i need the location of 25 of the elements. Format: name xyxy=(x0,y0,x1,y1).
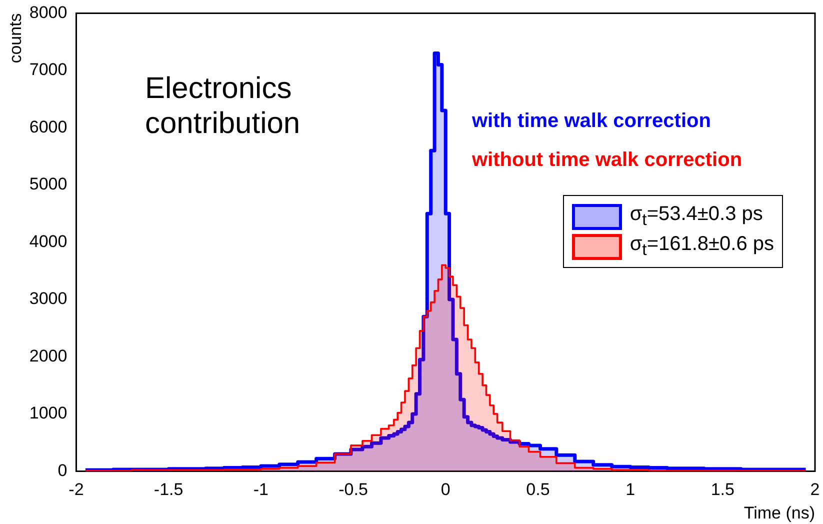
x-tick-label: -2 xyxy=(68,480,84,500)
y-tick-label: 0 xyxy=(58,460,68,480)
y-tick-label: 2000 xyxy=(29,346,68,366)
y-tick-label: 7000 xyxy=(29,60,68,80)
y-tick-label: 5000 xyxy=(29,174,68,194)
y-tick-label: 6000 xyxy=(29,117,68,136)
x-tick-label: 0.5 xyxy=(526,480,550,500)
y-axis-title: counts xyxy=(6,13,25,64)
annotation: without time walk correction xyxy=(472,149,742,172)
x-tick-label: 1 xyxy=(626,480,636,500)
annotation: with time walk correction xyxy=(472,110,711,133)
y-tick-label: 8000 xyxy=(29,2,68,22)
x-tick-label: -1.5 xyxy=(154,480,184,500)
x-tick-label: 0 xyxy=(440,480,450,500)
annotation: Electronics contribution xyxy=(145,72,302,141)
x-tick-label: 1.5 xyxy=(710,480,734,500)
x-tick-label: -1 xyxy=(253,480,268,500)
y-tick-label: 1000 xyxy=(29,404,68,423)
x-tick-label: -0.5 xyxy=(338,480,368,500)
y-tick-label: 4000 xyxy=(29,232,68,251)
legend-label: σ$_{t}$=53.4±0.3 ps xyxy=(630,203,763,230)
y-tick-label: 3000 xyxy=(29,289,68,308)
x-tick-label: 2 xyxy=(810,480,820,500)
x-axis-title: Time (ns) xyxy=(744,503,815,522)
legend-label: σ$_{t}$=161.8±0.6 ps xyxy=(630,233,774,260)
